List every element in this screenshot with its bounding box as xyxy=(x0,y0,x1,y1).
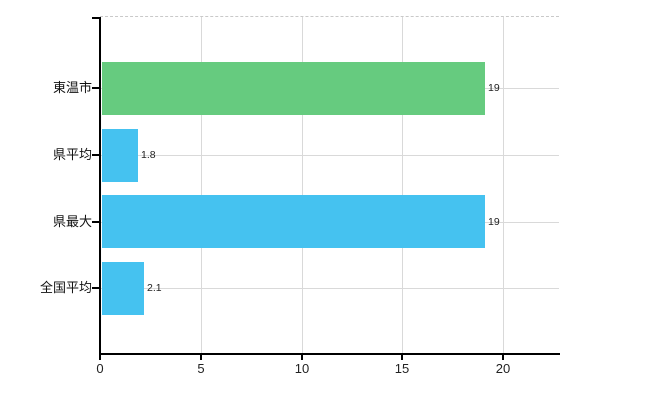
x-axis xyxy=(99,353,560,355)
x-axis-tick xyxy=(99,355,101,360)
y-axis-tick xyxy=(92,87,100,89)
x-tick-label: 10 xyxy=(294,361,310,376)
value-label: 1.8 xyxy=(141,149,156,161)
y-axis-tick xyxy=(92,221,100,223)
y-axis-tick xyxy=(92,17,100,19)
y-axis-tick xyxy=(92,154,100,156)
vertical-gridline xyxy=(201,17,202,353)
y-axis-tick xyxy=(92,287,100,289)
category-label: 県平均 xyxy=(52,147,92,162)
x-tick-label: 20 xyxy=(495,361,511,376)
plot-top-border xyxy=(100,16,559,17)
x-axis-tick xyxy=(301,355,303,360)
horizontal-gridline xyxy=(100,288,559,289)
vertical-gridline xyxy=(302,17,303,353)
bar[interactable] xyxy=(102,129,138,182)
y-axis xyxy=(99,17,101,353)
value-label: 19 xyxy=(488,216,500,228)
x-tick-label: 15 xyxy=(394,361,410,376)
x-tick-label: 5 xyxy=(197,361,205,376)
bar[interactable] xyxy=(102,262,144,315)
x-axis-tick xyxy=(401,355,403,360)
value-label: 19 xyxy=(488,82,500,94)
category-label: 全国平均 xyxy=(39,280,92,295)
x-axis-tick xyxy=(502,355,504,360)
x-tick-label: 0 xyxy=(96,361,104,376)
category-label: 県最大 xyxy=(52,214,92,229)
horizontal-gridline xyxy=(100,155,559,156)
vertical-gridline xyxy=(503,17,504,353)
category-label: 東温市 xyxy=(52,80,92,95)
value-label: 2.1 xyxy=(147,282,162,294)
vertical-gridline xyxy=(402,17,403,353)
bar[interactable] xyxy=(102,62,485,115)
bar[interactable] xyxy=(102,195,485,248)
x-axis-tick xyxy=(200,355,202,360)
